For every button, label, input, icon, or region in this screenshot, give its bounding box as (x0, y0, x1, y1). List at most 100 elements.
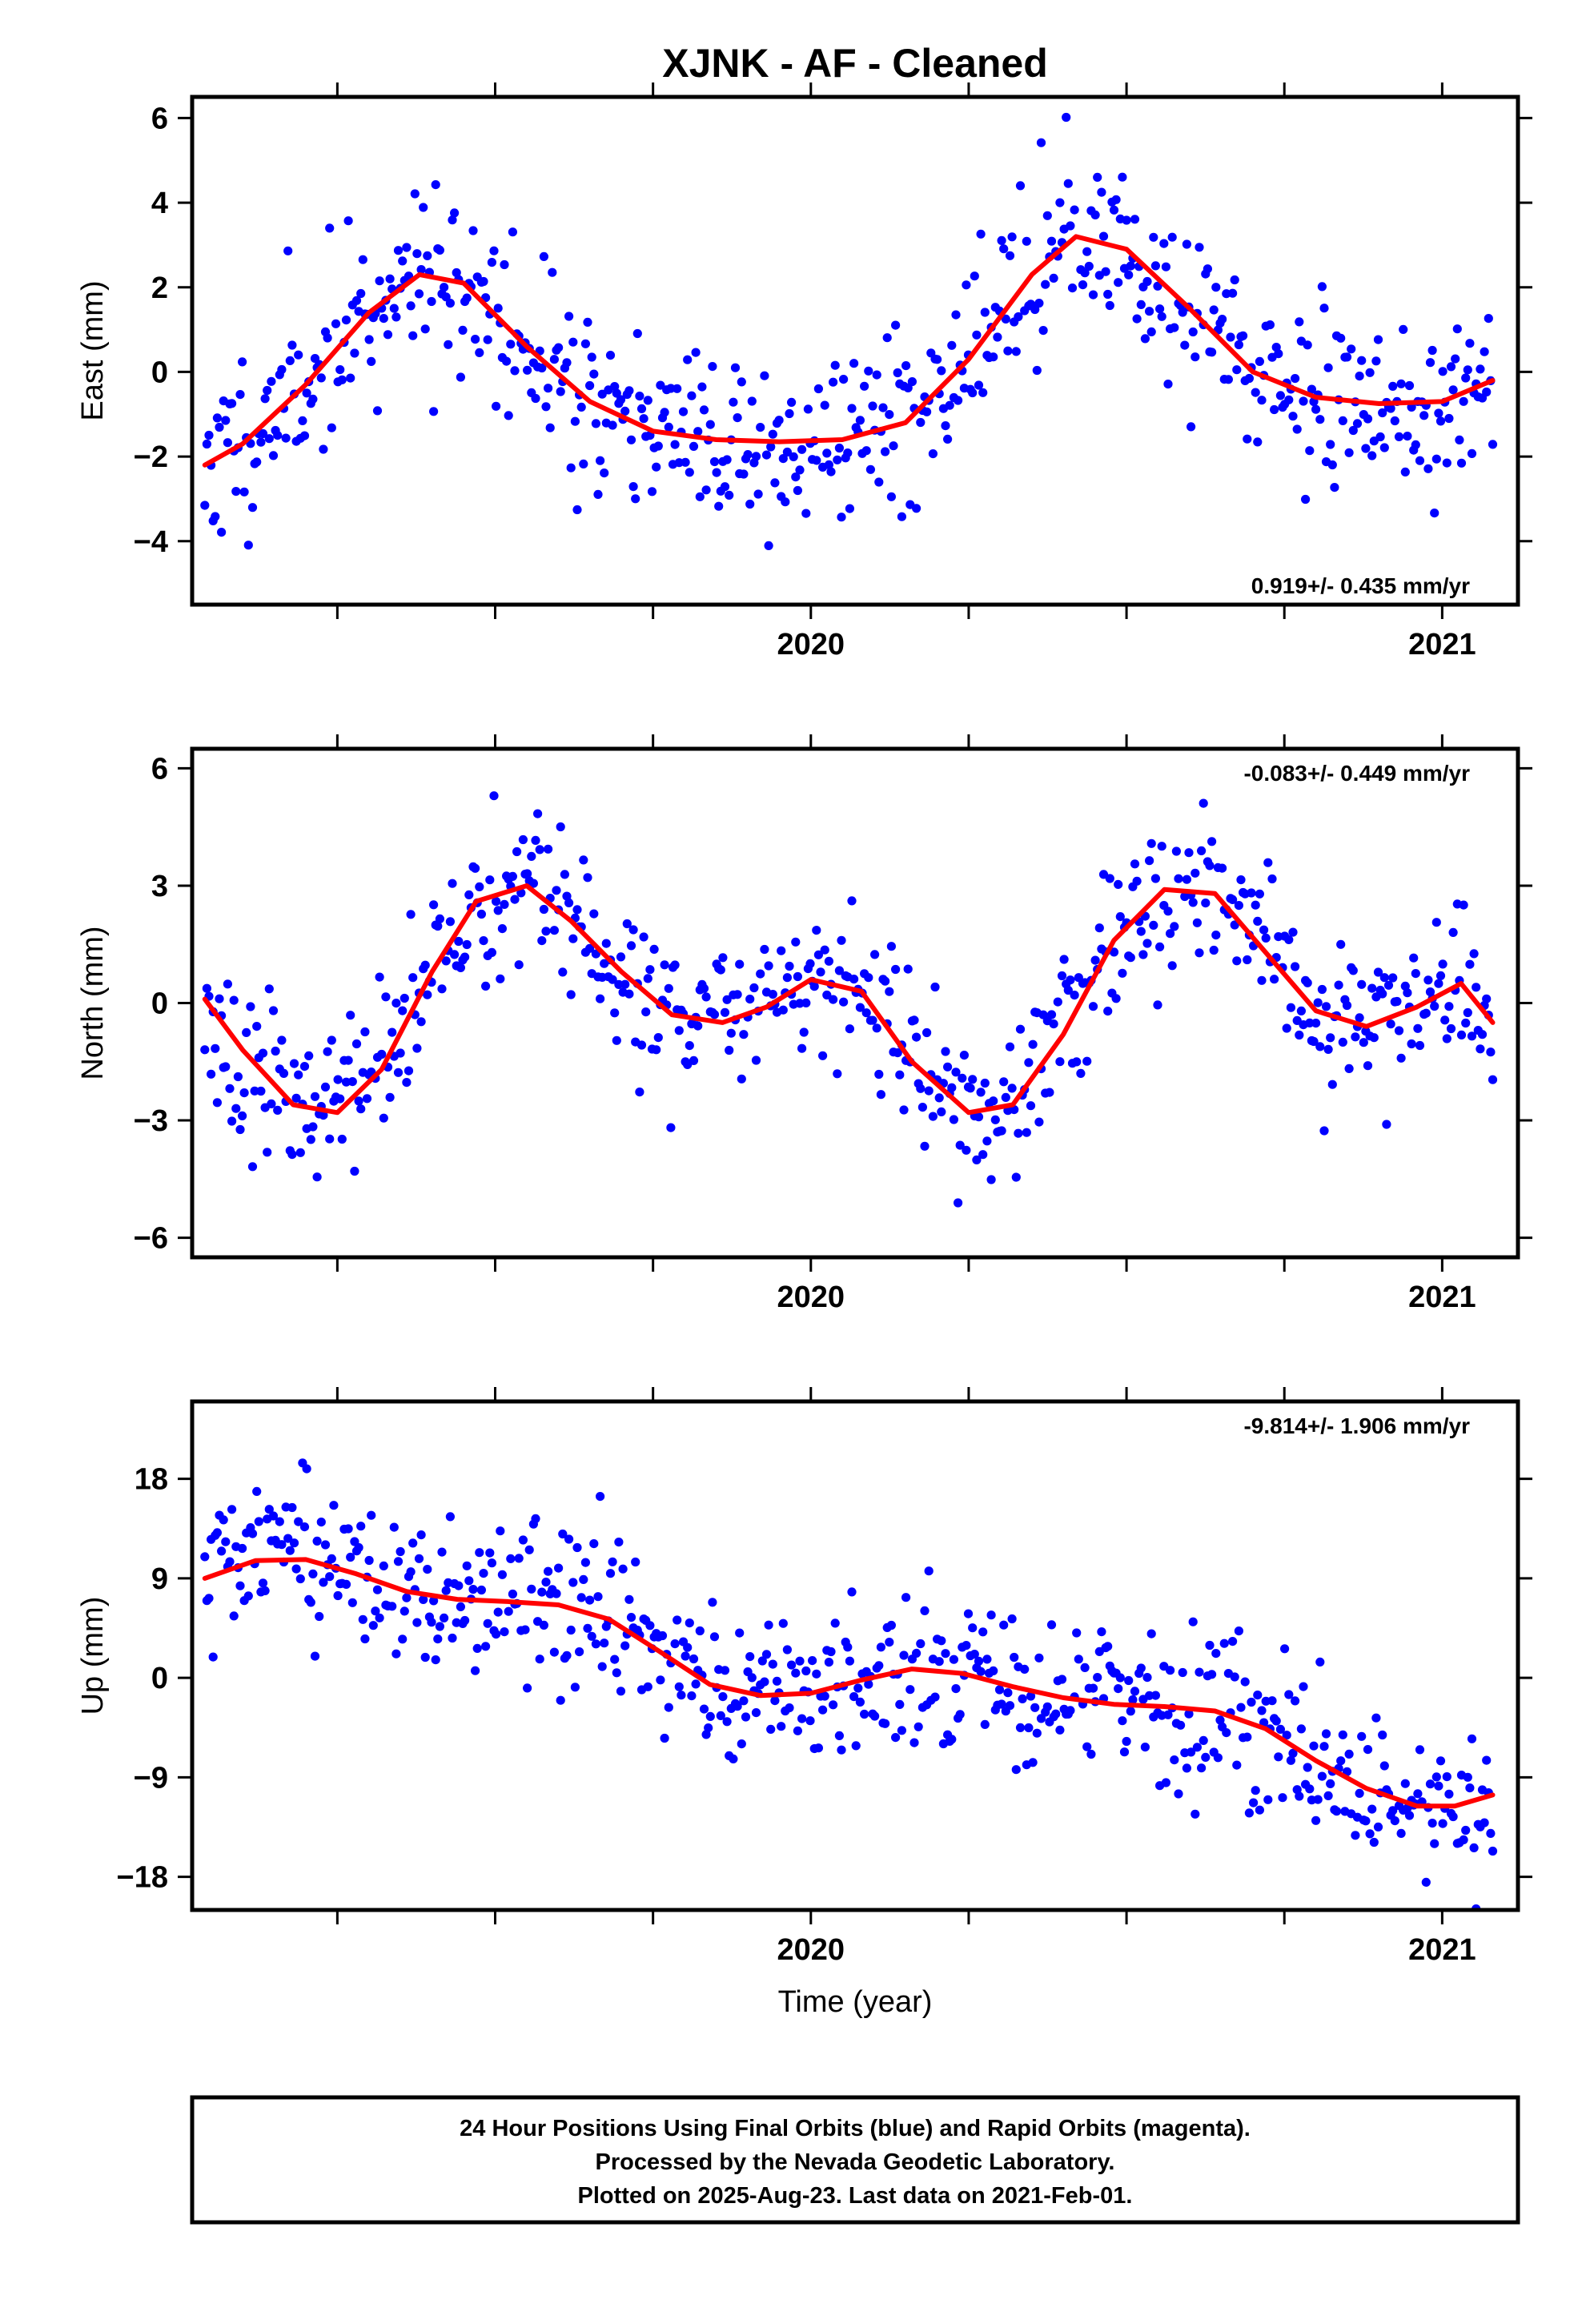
data-point (1446, 362, 1456, 372)
data-point (1010, 1652, 1019, 1663)
data-point (861, 446, 871, 456)
data-point (1034, 1117, 1044, 1127)
data-point (885, 409, 894, 420)
data-point (735, 959, 745, 969)
data-point (506, 340, 516, 349)
data-point (1211, 931, 1221, 940)
data-point (853, 1683, 863, 1693)
data-point (1367, 451, 1377, 460)
data-point (268, 1511, 279, 1521)
data-point (396, 1546, 405, 1557)
data-point (1184, 1709, 1194, 1719)
data-point (1088, 290, 1098, 300)
data-point (739, 1696, 749, 1706)
data-point (824, 460, 833, 470)
x-tick-label: 2021 (1408, 628, 1476, 661)
data-point (215, 994, 224, 1003)
data-point (653, 441, 663, 451)
data-point (464, 1576, 474, 1586)
data-point (839, 375, 849, 384)
data-point (238, 1543, 247, 1554)
data-point (656, 1675, 665, 1685)
data-point (764, 1620, 773, 1630)
data-point (766, 442, 776, 452)
data-point (1090, 955, 1100, 965)
data-point (208, 1652, 218, 1662)
data-point (554, 343, 564, 352)
data-point (1319, 1126, 1329, 1136)
data-point (639, 932, 648, 942)
data-point (589, 369, 599, 379)
data-point (974, 1656, 984, 1666)
data-point (221, 1537, 231, 1546)
data-point (1261, 933, 1271, 943)
data-point (479, 936, 488, 946)
data-point (1282, 1731, 1291, 1740)
data-point (570, 1683, 580, 1692)
x-axis-label: Time (year) (778, 1985, 933, 2019)
up-panel: −18 −9 0 9 18 2020 2021 Up (mm) -9.814+/- 1.906 … (76, 1387, 1532, 1967)
data-point (1118, 172, 1127, 182)
data-point (643, 396, 652, 405)
data-point (718, 953, 728, 963)
data-point (1088, 1683, 1098, 1693)
data-point (356, 1104, 366, 1114)
data-point (468, 1585, 478, 1594)
data-point (1469, 1843, 1479, 1852)
data-point (843, 1642, 853, 1652)
data-point (1403, 988, 1412, 998)
data-point (614, 979, 624, 989)
data-point (1097, 1627, 1106, 1637)
data-point (878, 403, 888, 412)
data-point (685, 468, 694, 477)
y-tick-label: 2 (151, 271, 168, 305)
data-point (1094, 923, 1104, 933)
data-point (1465, 1783, 1475, 1793)
data-point (689, 441, 699, 452)
data-point (1067, 283, 1078, 293)
data-point (412, 249, 422, 259)
data-point (531, 1514, 540, 1523)
data-point (928, 449, 938, 459)
data-point (243, 1591, 253, 1601)
data-point (845, 1656, 854, 1666)
data-point (593, 1592, 603, 1602)
data-point (556, 387, 565, 396)
data-point (1086, 1749, 1096, 1759)
data-point (813, 384, 823, 394)
data-point (997, 1699, 1006, 1709)
data-point (791, 937, 801, 947)
y-axis-label: East (mm) (76, 280, 110, 420)
data-point (691, 1679, 701, 1689)
data-point (1394, 432, 1404, 442)
data-point (797, 1043, 807, 1053)
data-point (801, 998, 811, 1007)
data-point (531, 835, 540, 845)
data-point (1130, 1687, 1140, 1696)
data-point (974, 1112, 984, 1122)
data-point (256, 437, 266, 447)
data-point (612, 1035, 621, 1045)
data-point (1015, 181, 1026, 191)
data-point (364, 335, 374, 344)
data-point (1486, 1047, 1496, 1057)
data-point (1363, 414, 1373, 424)
data-point (493, 906, 503, 915)
data-point (585, 943, 595, 953)
data-point (375, 276, 384, 286)
data-point (1032, 1728, 1042, 1738)
data-point (1280, 1644, 1290, 1654)
data-point (468, 226, 478, 235)
data-point (406, 301, 416, 311)
data-point (518, 834, 528, 845)
data-point (839, 997, 849, 1007)
data-point (367, 1510, 376, 1520)
data-point (500, 259, 509, 270)
data-point (235, 390, 245, 400)
data-point (1413, 1789, 1423, 1799)
data-point (462, 1561, 472, 1570)
data-point (391, 999, 401, 1008)
data-point (544, 844, 553, 854)
data-point (1295, 1791, 1304, 1801)
data-point (315, 1611, 324, 1622)
